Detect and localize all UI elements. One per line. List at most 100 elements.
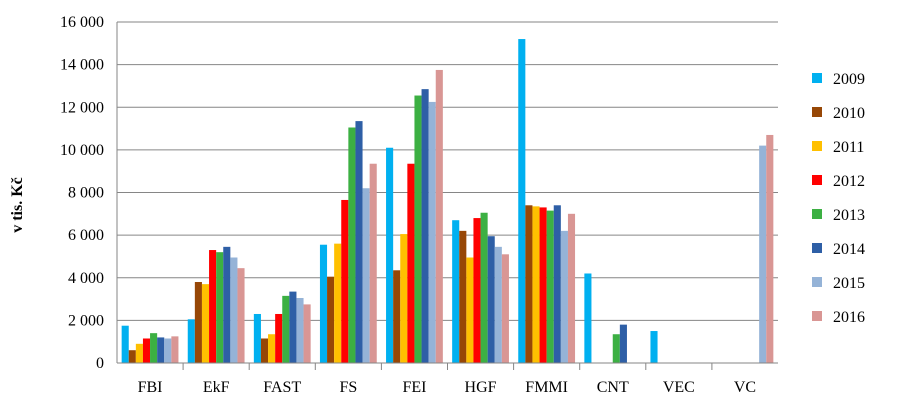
bar (435, 69, 443, 363)
bar (171, 336, 179, 363)
bar (407, 163, 415, 363)
bar (319, 244, 328, 363)
bar (209, 250, 217, 363)
bar (619, 324, 627, 363)
bar (327, 276, 335, 363)
y-tick-label: 0 (96, 355, 104, 372)
bar (187, 319, 195, 363)
bar (268, 334, 276, 363)
legend-swatch (812, 141, 822, 151)
bar (260, 338, 269, 363)
x-tick-label: CNT (597, 379, 629, 396)
bar (157, 337, 165, 363)
axes (116, 22, 778, 370)
legend-label: 2016 (833, 309, 865, 326)
x-tick-label: HGF (465, 379, 497, 396)
legend-label: 2012 (833, 173, 865, 190)
bar (216, 252, 224, 363)
bar (525, 205, 533, 363)
bar (369, 163, 377, 363)
x-tick-label: FEI (402, 379, 426, 396)
bar (421, 89, 429, 364)
bar (121, 325, 129, 363)
bar (459, 230, 467, 363)
legend-label: 2015 (833, 275, 865, 292)
bar (201, 284, 210, 363)
legend-swatch (812, 209, 822, 219)
legend-swatch (812, 311, 822, 321)
bar (452, 220, 460, 363)
bar (532, 206, 540, 363)
legend-label: 2014 (833, 241, 865, 258)
bar (759, 145, 767, 363)
bar (480, 212, 488, 363)
bar (289, 291, 297, 363)
bar (348, 127, 356, 363)
bar (334, 243, 342, 363)
bar (194, 282, 202, 363)
bar (230, 257, 238, 363)
bar (393, 270, 401, 363)
x-tick-label: FS (339, 379, 357, 396)
legend-swatch (812, 243, 822, 253)
bar (164, 338, 172, 363)
legend-label: 2011 (833, 139, 864, 156)
bar (466, 257, 474, 363)
bar (296, 297, 304, 363)
legend: 2009 2010 2011 2012 2013 2014 2015 2016 (812, 71, 865, 326)
y-axis-label: v tis. Kč (9, 177, 26, 233)
bar (612, 334, 620, 363)
bar (341, 199, 349, 363)
bar (400, 234, 408, 363)
y-tick-label: 14 000 (60, 57, 104, 74)
bar (560, 230, 568, 363)
bar (128, 350, 136, 363)
bar (473, 218, 481, 363)
y-tick-label: 4 000 (68, 270, 104, 287)
y-tick-label: 12 000 (60, 99, 104, 116)
bar (223, 246, 231, 363)
bar (650, 331, 658, 363)
bar (546, 210, 554, 363)
bar (584, 273, 592, 363)
legend-swatch (812, 175, 822, 185)
legend-swatch (812, 277, 822, 287)
bar (494, 246, 502, 363)
y-tick-label: 2 000 (68, 312, 104, 329)
bar (518, 39, 526, 364)
x-tick-label: EkF (203, 379, 230, 396)
y-tick-label: 10 000 (60, 142, 104, 159)
x-tick-label: VEC (663, 379, 695, 396)
bar (539, 207, 547, 363)
bar (253, 313, 261, 363)
legend-swatch (812, 73, 822, 83)
bar (275, 313, 283, 363)
bar (150, 333, 158, 363)
bars (121, 39, 774, 364)
x-tick-labels: FBI EkF FAST FS FEI HGF FMMI CNT VEC VC (138, 379, 756, 396)
y-tick-label: 16 000 (60, 14, 104, 31)
bar (142, 338, 151, 363)
bar (237, 268, 245, 363)
bar (386, 147, 394, 363)
bar (362, 188, 370, 363)
legend-label: 2009 (833, 71, 865, 88)
bar (135, 343, 143, 363)
bar (428, 101, 436, 363)
bar (414, 95, 422, 363)
legend-label: 2010 (833, 105, 865, 122)
bar (553, 205, 561, 363)
bar (766, 134, 774, 363)
bar (282, 295, 290, 363)
bar (567, 213, 576, 363)
y-tick-labels: 0 2 000 4 000 6 000 8 000 10 000 12 000 14 000 1… (60, 14, 104, 372)
legend-label: 2013 (833, 207, 865, 224)
y-tick-label: 6 000 (68, 227, 104, 244)
x-tick-label: FAST (263, 379, 301, 396)
bar (355, 121, 363, 364)
x-tick-label: FBI (138, 379, 163, 396)
y-tick-label: 8 000 (68, 185, 104, 202)
x-tick-label: VC (734, 379, 756, 396)
bar (303, 304, 311, 363)
